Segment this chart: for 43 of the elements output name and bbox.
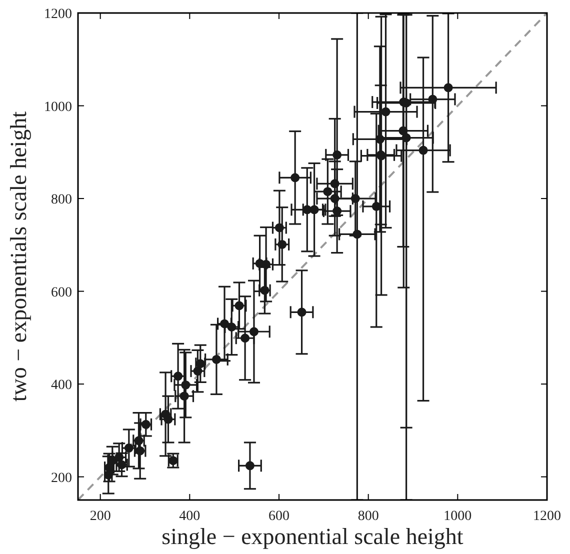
point (290, 173, 300, 182)
point (330, 194, 340, 204)
point (398, 126, 408, 136)
point (278, 240, 287, 249)
point (227, 322, 236, 332)
point (332, 150, 342, 160)
y-axis-title: two − exponentials scale height (6, 110, 31, 402)
point (297, 308, 306, 317)
point (323, 187, 332, 196)
x-tick-label: 1200 (533, 509, 561, 524)
point (124, 444, 134, 453)
point (381, 107, 390, 116)
y-tick-label: 1000 (44, 100, 72, 115)
point (352, 230, 362, 239)
point (444, 83, 453, 92)
point (114, 452, 124, 462)
point (212, 354, 221, 364)
point (180, 392, 189, 401)
x-tick-label: 200 (90, 509, 111, 524)
point (330, 179, 340, 188)
point (245, 461, 254, 470)
x-axis-title: single − exponential scale height (162, 524, 464, 549)
y-tick-label: 400 (51, 378, 72, 394)
y-tick-label: 600 (51, 285, 72, 300)
y-tick-label: 200 (51, 470, 72, 486)
y-tick-label: 800 (51, 192, 72, 208)
point (220, 319, 230, 328)
point (402, 133, 411, 142)
point (375, 134, 384, 144)
x-tick-label: 800 (358, 509, 379, 524)
point (234, 301, 244, 310)
point (418, 146, 428, 155)
point (181, 380, 190, 390)
x-tick-label: 1000 (444, 509, 472, 524)
point (310, 205, 319, 214)
point (240, 334, 250, 343)
point (249, 327, 258, 336)
x-tick-label: 400 (179, 509, 200, 524)
point (428, 94, 438, 104)
point (274, 223, 284, 232)
x-tick-label: 600 (268, 509, 290, 524)
y-tick-label: 1200 (44, 7, 72, 22)
point (174, 372, 183, 381)
